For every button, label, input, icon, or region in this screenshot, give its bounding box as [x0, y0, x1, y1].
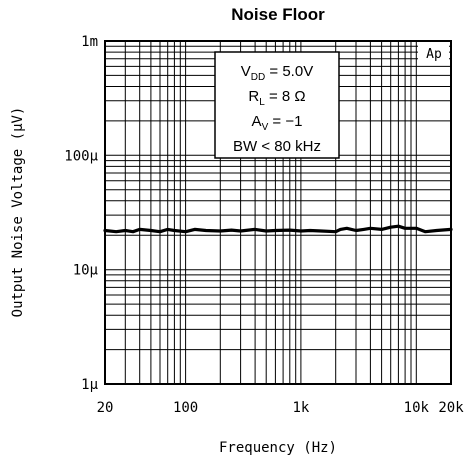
x-axis-label: Frequency (Hz): [219, 440, 337, 456]
y-tick-labels: 1μ 10μ 100μ 1m: [64, 34, 98, 393]
conditions-box: VDD = 5.0V RL = 8 Ω AV = −1 BW < 80 kHz: [214, 51, 340, 159]
x-tick-label: 10k: [404, 400, 430, 416]
plot-frame: [104, 40, 452, 385]
ap-logo: Ap: [426, 47, 442, 62]
bw-annotation: BW < 80 kHz: [233, 138, 321, 155]
y-tick-label: 1m: [81, 34, 98, 50]
x-tick-label: 1k: [292, 400, 309, 416]
y-tick-label: 10μ: [73, 263, 99, 279]
x-tick-label: 20k: [438, 400, 464, 416]
noise-series-line: [103, 224, 453, 234]
x-tick-label: 20: [97, 400, 114, 416]
x-tick-labels: 20 100 1k 10k 20k: [97, 400, 465, 416]
rl-annotation: RL = 8 Ω: [248, 88, 305, 108]
y-axis-label: Output Noise Voltage (μV): [10, 107, 26, 318]
y-tick-label: 1μ: [81, 377, 98, 393]
x-tick-label: 100: [173, 400, 198, 416]
ap-logo-bg: [418, 45, 449, 61]
vdd-annotation: VDD = 5.0V: [241, 63, 313, 83]
y-tick-label: 100μ: [64, 148, 98, 164]
chart-title: Noise Floor: [231, 5, 325, 24]
av-annotation: AV = −1: [252, 113, 303, 133]
